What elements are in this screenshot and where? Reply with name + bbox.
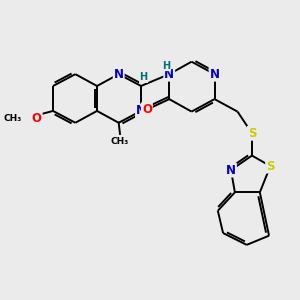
Text: N: N [114, 68, 124, 81]
Text: H: H [140, 73, 148, 82]
Text: O: O [142, 103, 152, 116]
Text: N: N [164, 68, 174, 81]
Text: N: N [226, 164, 236, 176]
Text: H: H [163, 61, 171, 70]
Text: S: S [248, 127, 256, 140]
Text: CH₃: CH₃ [111, 137, 129, 146]
Text: CH₃: CH₃ [4, 114, 22, 123]
Text: S: S [266, 160, 275, 172]
Text: N: N [209, 68, 220, 81]
Text: N: N [136, 104, 146, 117]
Text: O: O [32, 112, 42, 125]
